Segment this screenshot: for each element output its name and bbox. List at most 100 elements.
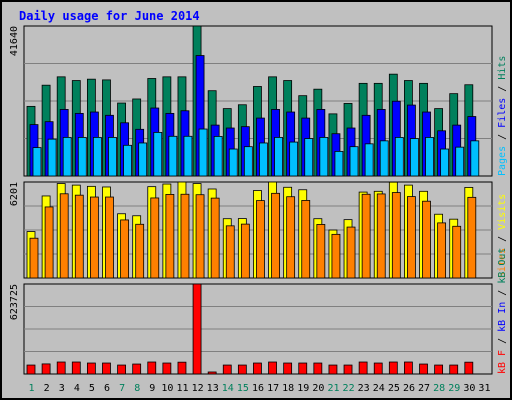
bar-sites — [240, 223, 250, 279]
bar-sites — [331, 233, 341, 279]
bar-kbytes — [313, 362, 323, 375]
bar-pages — [394, 137, 404, 177]
x-tick-label: 8 — [134, 383, 140, 394]
bar-sites — [301, 200, 311, 279]
panel-top: 41640 — [9, 25, 493, 177]
bar-kbytes — [419, 363, 428, 375]
bar-pages — [334, 150, 344, 177]
bar-sites — [74, 194, 84, 279]
bar-kbytes — [373, 362, 383, 375]
bar-sites — [180, 193, 190, 279]
bar-sites — [150, 197, 160, 279]
x-tick-label: 24 — [373, 383, 385, 394]
x-tick-label: 16 — [252, 383, 264, 394]
bar-pages — [138, 142, 148, 177]
bar-kbytes — [268, 361, 277, 375]
bar-kbytes — [237, 364, 247, 375]
bar-sites — [120, 219, 129, 279]
x-tick-label: 28 — [433, 383, 445, 394]
bar-kbytes — [71, 361, 81, 375]
x-tick-label: 11 — [176, 383, 188, 394]
x-tick-label: 30 — [463, 383, 475, 394]
bar-kbytes — [207, 371, 217, 375]
legend-bottom: kB F / kB In / kB Out — [497, 248, 508, 374]
x-tick-label: 27 — [418, 383, 430, 394]
bar-kbytes — [117, 364, 126, 375]
bar-sites — [452, 225, 462, 279]
bar-pages — [379, 140, 389, 177]
panel-bottom: 623725 — [9, 283, 493, 375]
bar-kbytes — [102, 362, 111, 375]
x-tick-label: 23 — [358, 383, 370, 394]
bar-pages — [62, 137, 72, 177]
bar-pages — [410, 138, 419, 177]
bar-kbytes — [328, 364, 338, 375]
bar-sites — [467, 196, 477, 279]
bar-sites — [376, 193, 386, 279]
bar-pages — [289, 141, 299, 177]
bar-kbytes — [132, 363, 142, 375]
y-max-label: 6201 — [9, 182, 20, 206]
bar-sites — [361, 193, 371, 279]
x-tick-label: 14 — [222, 383, 234, 394]
chart-panels: 41640 6201 623725 — [9, 25, 493, 375]
bar-sites — [210, 197, 220, 279]
bar-sites — [271, 192, 280, 279]
bar-kbytes — [86, 362, 96, 375]
bar-pages — [349, 146, 359, 177]
bar-sites — [44, 206, 54, 279]
bar-pages — [304, 138, 314, 177]
x-tick-label: 12 — [192, 383, 204, 394]
bar-kbytes — [298, 362, 308, 375]
bar-kbytes — [26, 364, 36, 375]
x-tick-label: 6 — [104, 383, 110, 394]
x-tick-label: 2 — [44, 383, 50, 394]
bar-sites — [135, 223, 145, 279]
bar-kbytes — [192, 283, 202, 375]
y-max-label: 41640 — [9, 26, 20, 56]
x-tick-label: 21 — [327, 383, 339, 394]
bar-sites — [407, 196, 416, 279]
bar-kbytes — [388, 361, 398, 375]
bar-sites — [422, 200, 431, 279]
x-tick-label: 15 — [237, 383, 249, 394]
bar-pages — [364, 143, 374, 177]
bar-sites — [256, 200, 265, 279]
x-tick-label: 17 — [267, 383, 279, 394]
bar-kbytes — [449, 364, 459, 375]
bar-sites — [286, 196, 296, 279]
bar-kbytes — [222, 364, 232, 375]
x-tick-label: 22 — [343, 383, 355, 394]
bar-pages — [440, 148, 450, 177]
x-tick-label: 18 — [282, 383, 294, 394]
bar-kbytes — [147, 361, 157, 375]
bar-sites — [225, 225, 235, 279]
bar-sites — [437, 222, 447, 279]
bar-sites — [165, 193, 175, 279]
y-max-label: 623725 — [9, 284, 20, 320]
bar-sites — [316, 224, 326, 279]
x-tick-label: 4 — [74, 383, 80, 394]
bar-sites — [59, 193, 69, 279]
x-tick-label: 26 — [403, 383, 415, 394]
bar-kbytes — [41, 363, 51, 375]
x-axis-labels: 1 2 3 4 5 6 7 8 9 10 11 12 13 14 15 16 17 18 19 20 21 22 23 24 2… — [29, 383, 491, 394]
bar-pages — [213, 136, 223, 177]
bar-sites — [195, 194, 205, 279]
bar-pages — [319, 137, 329, 177]
bar-pages — [168, 135, 178, 177]
legend-top: Pages / Files / Hits — [497, 56, 508, 176]
bar-sites — [29, 237, 39, 279]
x-tick-label: 10 — [161, 383, 173, 394]
bar-kbytes — [464, 361, 474, 375]
x-tick-label: 29 — [448, 383, 460, 394]
bar-pages — [243, 146, 253, 177]
bar-kbytes — [404, 361, 413, 375]
x-tick-label: 20 — [312, 383, 324, 394]
bar-pages — [228, 148, 238, 177]
x-tick-label: 3 — [59, 383, 65, 394]
bar-kbytes — [434, 364, 444, 375]
bar-pages — [259, 142, 268, 177]
x-tick-label: 1 — [29, 383, 35, 394]
